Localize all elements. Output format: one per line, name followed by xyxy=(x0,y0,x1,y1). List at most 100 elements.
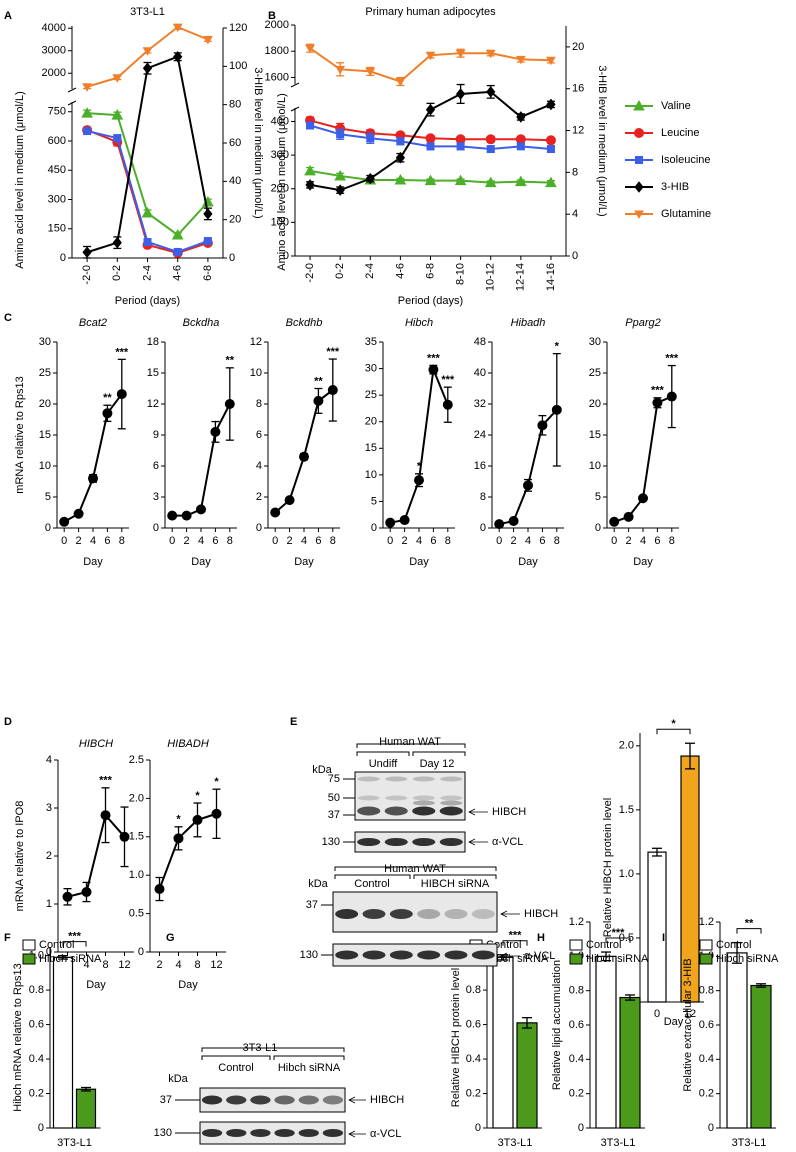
significance-bracket xyxy=(502,940,528,946)
marker xyxy=(154,884,165,895)
marker xyxy=(141,206,154,218)
marker xyxy=(484,176,497,188)
x-axis-label: Day xyxy=(409,556,429,568)
blot-band xyxy=(274,1129,295,1137)
panel-letter: F xyxy=(4,932,11,944)
x-axis-label: Period (days) xyxy=(115,295,180,307)
marker xyxy=(284,495,295,506)
y-tick-label: 0 xyxy=(371,522,377,534)
y-tick-label: 1.2 xyxy=(699,916,714,928)
y-tick-label: 3 xyxy=(46,802,52,814)
marker xyxy=(82,83,92,92)
x-tick-label: 14-16 xyxy=(545,263,557,291)
marker xyxy=(623,511,634,522)
x-tick-label: 4 xyxy=(198,535,204,547)
x-tick-label: 4-6 xyxy=(172,265,184,281)
y-tick-label: 0 xyxy=(283,250,289,262)
y-tick-label: 0 xyxy=(153,522,159,534)
legend-label: Hibch siRNA xyxy=(586,953,649,965)
legend-label: Valine xyxy=(661,100,691,112)
legend-swatch xyxy=(569,953,583,965)
x-tick-label: 2-4 xyxy=(141,265,153,281)
y-tick-label: 0.2 xyxy=(699,1088,714,1100)
y-tick-label: 8 xyxy=(256,398,262,410)
bar xyxy=(52,956,74,1129)
significance: ** xyxy=(226,355,235,367)
x-tick-label: 0 xyxy=(272,535,278,547)
blot-band xyxy=(250,1129,271,1137)
y-tick-label: 2 xyxy=(256,491,262,503)
marker xyxy=(634,210,644,220)
marker xyxy=(652,397,663,408)
marker xyxy=(365,67,376,77)
y-tick-label: 1.0 xyxy=(129,869,144,881)
blot-band xyxy=(439,806,463,816)
x-tick-label: 0 xyxy=(654,1008,660,1020)
bar xyxy=(75,1088,97,1129)
y-tick-label: 400 xyxy=(271,115,289,127)
x-tick-label: 6-8 xyxy=(202,265,214,281)
marker xyxy=(112,236,122,249)
legend-label: 3-HIB xyxy=(661,181,689,193)
x-axis-label: Day xyxy=(178,979,198,991)
blot-arrow xyxy=(468,838,488,846)
blot-band xyxy=(439,838,463,846)
chart-title: Hibch xyxy=(405,317,433,329)
marker xyxy=(486,145,495,154)
y2-tick-label: 80 xyxy=(229,99,241,111)
legend-label: Isoleucine xyxy=(661,154,711,166)
x-tick-label: 4 xyxy=(301,535,307,547)
marker xyxy=(634,128,644,138)
marker xyxy=(485,49,496,59)
x-tick-label: 3T3-L1 xyxy=(601,1137,636,1149)
size-marker: 50 xyxy=(328,792,340,804)
bar xyxy=(516,1022,538,1129)
x-tick-label: 8 xyxy=(330,535,336,547)
blot-band xyxy=(250,1095,271,1105)
y-tick-label: 20 xyxy=(589,398,601,410)
blot-band xyxy=(389,909,413,919)
marker xyxy=(546,98,556,111)
blot-band xyxy=(385,776,408,782)
y-tick-label: 2.0 xyxy=(129,792,144,804)
panel-letter: G xyxy=(166,932,175,944)
x-tick-label: 3T3-L1 xyxy=(57,1137,92,1149)
y-tick-label: 3000 xyxy=(42,45,66,57)
marker xyxy=(414,475,424,486)
y-tick-label: 0 xyxy=(38,1122,44,1134)
chart-title: 3T3-L1 xyxy=(130,6,165,18)
blot-membrane xyxy=(199,1087,346,1113)
x-tick-label: 4 xyxy=(90,535,96,547)
y-tick-label: 2.0 xyxy=(619,740,634,752)
x-tick-label: 8 xyxy=(554,535,560,547)
significance: * xyxy=(176,814,181,826)
y2-axis-label: 3-HIB level in medium (μmol/L) xyxy=(252,67,264,218)
x-axis-label: Day xyxy=(191,556,211,568)
group-bracket xyxy=(413,874,497,879)
y-tick-label: 5 xyxy=(371,495,377,507)
data-line xyxy=(498,409,558,526)
significance: *** xyxy=(509,930,523,942)
y-tick-label: 16 xyxy=(474,460,486,472)
significance: * xyxy=(671,718,676,730)
y-tick-label: 5 xyxy=(45,491,51,503)
y-tick-label: 0 xyxy=(475,1122,481,1134)
x-tick-label: 8 xyxy=(102,959,108,971)
data-line xyxy=(63,393,123,523)
blot-band xyxy=(471,950,495,960)
legend-label: Glutamine xyxy=(661,208,711,220)
y-tick-label: 0 xyxy=(45,522,51,534)
significance: ** xyxy=(103,392,112,404)
marker xyxy=(116,389,127,400)
panel-letter: D xyxy=(4,716,12,728)
legend-swatch xyxy=(699,953,713,965)
y-tick-label: 0.8 xyxy=(699,985,714,997)
marker xyxy=(609,516,620,527)
chart-title: Hibadh xyxy=(511,317,546,329)
marker xyxy=(399,515,410,526)
y-tick-label: 450 xyxy=(48,164,66,176)
y-tick-label: 15 xyxy=(589,429,601,441)
marker xyxy=(313,395,324,406)
marker xyxy=(82,246,92,259)
marker xyxy=(224,399,235,409)
